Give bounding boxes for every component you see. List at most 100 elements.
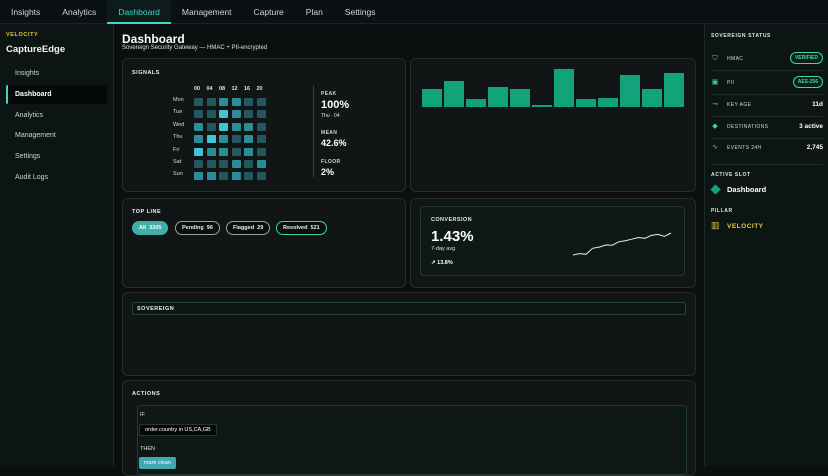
divider [711,164,823,165]
status-panel: SOVEREIGN STATUS ⛉ HMAC VERIFIED ▣ PII A… [704,24,828,466]
heatmap-cell[interactable] [256,98,266,106]
action-button[interactable]: mark clean [139,457,176,469]
signals-label: SIGNALS [132,70,160,76]
bar[interactable] [510,89,530,107]
heatmap-cell[interactable] [194,160,203,168]
bar[interactable] [598,97,618,107]
status-row-events: ∿ EVENTS 24H 2,745 [711,143,823,155]
sidebar-item-analytics[interactable]: Analytics [15,112,44,119]
heatmap-cell[interactable] [231,122,241,131]
heatmap-cell[interactable] [219,110,228,119]
heatmap-cell[interactable] [231,160,241,168]
filter-pill-pending[interactable]: Pending 96 [175,221,220,235]
divider [711,138,823,139]
conversion-panel: CONVERSION 1.43% 7-day avg ↗ 13.8% [420,206,685,276]
status-value: 11d [812,101,823,108]
tab-insights[interactable]: Insights [11,7,41,17]
heatmap-cell[interactable] [231,135,241,144]
sidebar-item-audit-logs[interactable]: Audit Logs [15,174,49,181]
condition-input[interactable]: order.country in US,CA,GB [139,424,217,436]
bar[interactable] [444,80,464,107]
tab-analytics[interactable]: Analytics [62,7,97,17]
heatmap-cell[interactable] [194,98,203,106]
heatmap-cell[interactable] [256,147,266,156]
tab-dashboard[interactable]: Dashboard [107,0,171,24]
floor-value: 2% [321,167,335,177]
pill-label: Pending [182,225,204,231]
heatmap-cell[interactable] [244,110,253,119]
heatmap-cell[interactable] [206,147,216,156]
bar[interactable] [532,105,552,107]
filter-pill-resolved[interactable]: Resolved 521 [276,221,327,235]
heatmap-cell[interactable] [219,122,228,131]
heatmap-cell[interactable] [231,172,241,181]
bar[interactable] [466,98,486,107]
heatmap-row-label: Fri [173,146,180,153]
filter-pill-all[interactable]: All 3305 [132,221,169,235]
bar-chart-card [410,58,696,192]
sidebar-item-dashboard[interactable]: Dashboard [6,85,107,104]
heatmap-cell[interactable] [219,98,228,106]
sidebar-item-insights[interactable]: Insights [15,70,40,77]
heatmap-cell[interactable] [256,110,266,119]
heatmap-cell[interactable] [206,110,216,119]
heatmap-cell[interactable] [219,135,228,144]
heatmap-cell[interactable] [219,172,228,181]
heatmap-cell[interactable] [244,160,253,168]
filter-pill-flagged[interactable]: Flagged 29 [226,221,271,235]
bar[interactable] [422,89,442,107]
tab-capture[interactable]: Capture [253,7,284,17]
heatmap-cell[interactable] [206,98,216,106]
heatmap-cell[interactable] [206,135,216,144]
heatmap-cell[interactable] [244,172,253,181]
actions-label: ACTIONS [132,391,161,397]
heatmap-col-label: 04 [206,86,213,92]
heatmap-cell[interactable] [194,147,203,156]
heatmap-cell[interactable] [256,172,266,181]
pill-count: 521 [310,225,320,231]
heatmap-cell[interactable] [256,122,266,131]
bar[interactable] [576,99,596,107]
bar[interactable] [488,87,508,107]
heatmap-cell[interactable] [206,122,216,131]
heatmap-cell[interactable] [231,110,241,119]
heatmap-cell[interactable] [256,160,266,168]
top-line-label: TOP LINE [132,209,162,215]
heatmap-cell[interactable] [194,110,203,119]
pill-count: 29 [257,225,264,231]
heatmap-cell[interactable] [194,135,203,144]
heatmap-cell[interactable] [244,147,253,156]
heatmap-cell[interactable] [256,135,266,144]
bar[interactable] [620,75,640,107]
heatmap-col-label: 12 [231,86,238,92]
brand-name[interactable]: CaptureEdge [6,44,66,55]
heatmap-cell[interactable] [244,98,253,106]
sparkline-path [572,232,672,256]
pillar-icon: ▥ [711,220,720,230]
heatmap-row-label: Mon [173,97,184,103]
slot-icon [710,184,721,195]
heatmap-cell[interactable] [219,147,228,156]
heatmap-cell[interactable] [206,172,216,181]
heatmap-cell[interactable] [206,160,216,168]
sidebar-item-settings[interactable]: Settings [15,153,41,160]
status-key: EVENTS 24H [727,145,762,151]
heatmap-col-label: 00 [194,86,201,92]
sovereign-card: SOVEREIGN [122,292,696,376]
heatmap-cell[interactable] [194,122,203,131]
heatmap-cell[interactable] [231,98,241,106]
heatmap-cell[interactable] [244,135,253,144]
heatmap-cell[interactable] [194,172,203,181]
tab-management[interactable]: Management [181,7,232,17]
bar[interactable] [642,89,662,107]
bar[interactable] [554,69,574,107]
heatmap-cell[interactable] [219,160,228,168]
heatmap-row-label: Tue [173,109,183,116]
tab-plan[interactable]: Plan [305,7,323,17]
tab-settings[interactable]: Settings [344,7,376,17]
heatmap-cell[interactable] [231,147,241,156]
bar[interactable] [664,73,684,107]
conversion-sub: 7-day avg [431,246,456,252]
sidebar-item-management[interactable]: Management [15,132,56,139]
heatmap-cell[interactable] [244,122,253,131]
